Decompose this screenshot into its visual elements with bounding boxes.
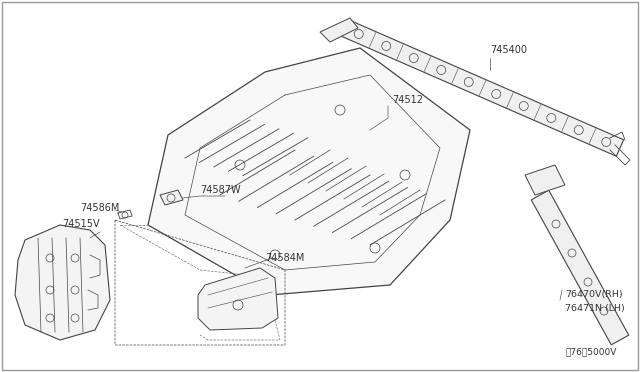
Text: 76471N (LH): 76471N (LH) — [565, 304, 625, 312]
Polygon shape — [148, 48, 470, 295]
Polygon shape — [341, 20, 623, 156]
Polygon shape — [198, 268, 278, 330]
Text: 74515V: 74515V — [62, 219, 100, 229]
Polygon shape — [160, 190, 183, 205]
Polygon shape — [320, 18, 358, 42]
Text: 74512: 74512 — [392, 95, 423, 105]
Polygon shape — [525, 165, 565, 195]
Text: ㄧ76・5000V: ㄧ76・5000V — [565, 347, 616, 356]
Text: 74584M: 74584M — [265, 253, 305, 263]
Polygon shape — [15, 225, 110, 340]
Text: 74587W: 74587W — [200, 185, 241, 195]
Polygon shape — [531, 190, 628, 345]
Text: 76470V(RH): 76470V(RH) — [565, 291, 623, 299]
Text: 745400: 745400 — [490, 45, 527, 55]
Text: 74586M: 74586M — [80, 203, 120, 213]
